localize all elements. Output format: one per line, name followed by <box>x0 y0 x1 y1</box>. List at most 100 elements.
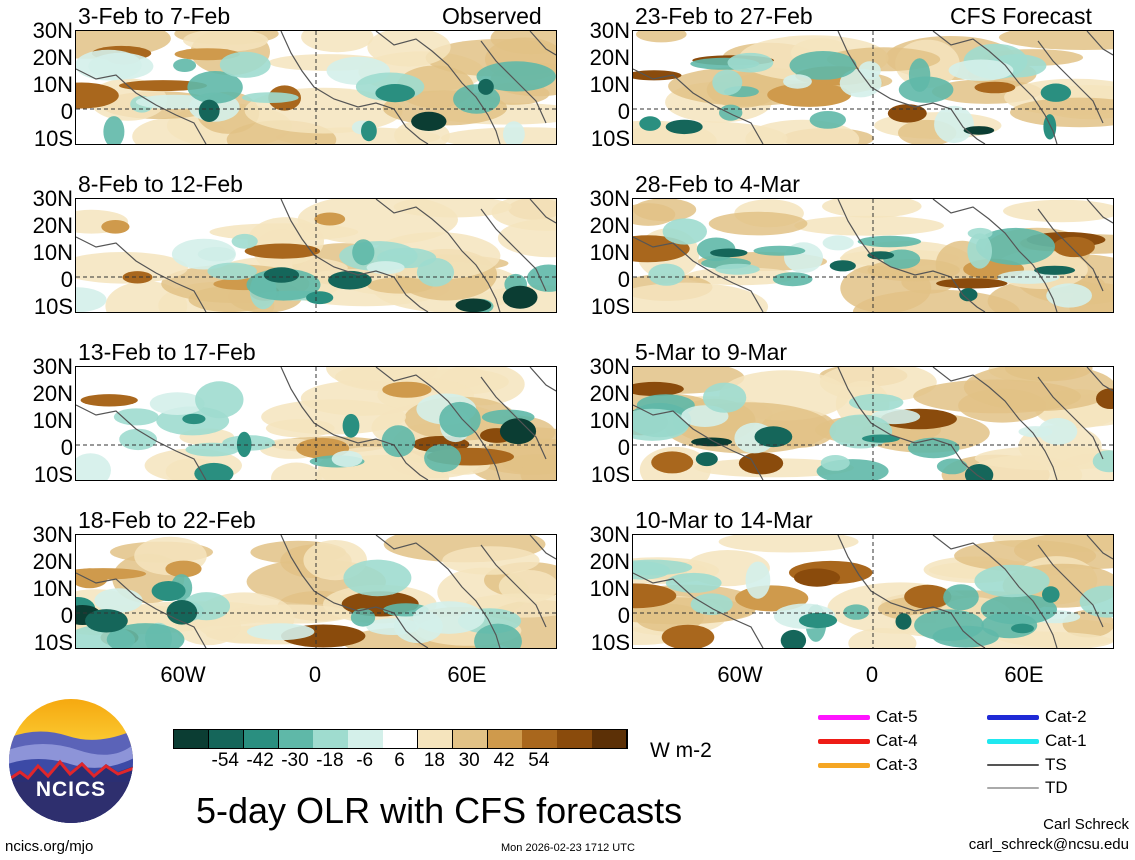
coastlines <box>76 367 556 480</box>
strong-positive-anomaly <box>122 271 153 284</box>
negative-anomaly-patch <box>974 564 1050 598</box>
strong-negative-anomaly <box>1043 114 1057 140</box>
y-tick-label: 0 <box>617 435 630 460</box>
strong-positive-anomaly <box>314 212 346 226</box>
strong-positive-anomaly <box>101 220 130 234</box>
negative-anomaly-patch <box>88 52 154 80</box>
strong-positive-anomaly <box>887 104 927 123</box>
negative-anomaly-patch <box>119 428 157 451</box>
coastlines <box>633 367 1113 480</box>
negative-anomaly-patch <box>106 623 185 648</box>
negative-anomaly-patch <box>1079 585 1113 618</box>
olr-field <box>76 31 556 144</box>
strong-negative-anomaly <box>1011 623 1034 634</box>
strong-positive-anomaly <box>936 278 1008 289</box>
negative-anomaly-patch <box>633 408 689 441</box>
y-tick-label: 30N <box>589 522 630 547</box>
colorbar-unit: W m-2 <box>650 739 712 762</box>
y-tick-label: 20N <box>32 381 73 406</box>
colorbar-tick-label: 54 <box>528 750 550 771</box>
olr-field <box>633 535 1113 648</box>
negative-anomaly-patch <box>149 392 205 415</box>
strong-negative-anomaly <box>895 613 912 630</box>
strong-negative-anomaly <box>151 581 186 601</box>
strong-negative-anomaly <box>328 270 372 290</box>
y-tick-label: 0 <box>60 435 73 460</box>
coastlines <box>633 31 1113 144</box>
y-tick-label: 0 <box>617 99 630 124</box>
footer-url[interactable]: ncics.org/mjo <box>5 838 94 855</box>
colorbar-tick-label: -30 <box>281 750 309 771</box>
legend-swatch <box>987 764 1039 766</box>
colorbar-tick-label: 42 <box>493 750 515 771</box>
strong-positive-anomaly <box>633 583 677 609</box>
positive-anomaly-patch <box>442 546 540 575</box>
ncics-logo: NCICS <box>8 698 134 824</box>
olr-map-panel <box>632 30 1114 145</box>
y-tick-label: 10S <box>590 630 630 655</box>
colorbar-tick-label: -42 <box>246 750 274 771</box>
y-tick-label: 0 <box>60 99 73 124</box>
colorbar-tick-label: 30 <box>458 750 480 771</box>
legend-label: TD <box>1045 778 1068 797</box>
colorbar-swatch <box>592 730 628 748</box>
strong-negative-anomaly <box>780 629 807 648</box>
panel-title: 3-Feb to 7-Feb <box>78 3 231 29</box>
colorbar-tick-label: 6 <box>394 750 405 771</box>
negative-anomaly-patch <box>932 625 999 648</box>
y-tick-label: 10S <box>590 462 630 487</box>
footer-email[interactable]: carl_schreck@ncsu.edu <box>968 836 1129 853</box>
negative-anomaly-patch <box>745 561 771 599</box>
olr-map-panel <box>75 366 557 481</box>
y-tick-label: 10N <box>32 72 73 97</box>
negative-anomaly-patch <box>943 584 979 611</box>
strong-positive-anomaly <box>738 452 784 475</box>
negative-anomaly-patch <box>381 425 416 458</box>
footer-author: Carl Schreck <box>1043 816 1129 833</box>
strong-negative-anomaly <box>85 609 128 633</box>
coastlines <box>76 199 556 312</box>
strong-negative-anomaly <box>411 111 447 131</box>
strong-negative-anomaly <box>502 285 538 309</box>
strong-negative-anomaly <box>798 612 838 629</box>
panel-title: 18-Feb to 22-Feb <box>78 507 256 533</box>
panel-title: 5-Mar to 9-Mar <box>635 339 788 365</box>
y-tick-label: 10N <box>589 240 630 265</box>
y-tick-label: 30N <box>32 18 73 43</box>
positive-anomaly-patch <box>224 604 355 624</box>
strong-positive-anomaly <box>1096 388 1113 409</box>
coastlines <box>633 199 1113 312</box>
strong-negative-anomaly <box>963 126 995 135</box>
strong-positive-anomaly <box>767 82 852 107</box>
negative-anomaly-patch <box>753 245 806 256</box>
negative-anomaly-patch <box>857 235 922 248</box>
negative-anomaly-patch <box>727 52 774 73</box>
olr-field <box>633 199 1113 312</box>
y-tick-label: 10S <box>590 294 630 319</box>
colorbar-swatch <box>522 730 558 748</box>
y-tick-label: 0 <box>617 267 630 292</box>
positive-anomaly-patch <box>76 252 188 284</box>
positive-anomaly-patch <box>183 31 269 52</box>
negative-anomaly-patch <box>843 604 870 620</box>
negative-anomaly-patch <box>822 235 854 251</box>
colorbar-swatch <box>487 730 523 748</box>
negative-anomaly-patch <box>476 61 556 92</box>
strong-positive-anomaly <box>76 82 119 109</box>
strong-positive-anomaly <box>633 70 682 81</box>
y-tick-label: 10S <box>33 294 73 319</box>
y-tick-label: 30N <box>589 354 630 379</box>
olr-map-panel <box>632 534 1114 649</box>
negative-anomaly-patch <box>690 593 733 615</box>
negative-anomaly-patch <box>633 559 693 576</box>
panel-title: 23-Feb to 27-Feb <box>635 3 813 29</box>
strong-positive-anomaly <box>244 243 321 259</box>
negative-anomaly-patch <box>948 59 1014 81</box>
negative-anomaly-patch <box>94 588 143 613</box>
negative-anomaly-patch <box>76 287 107 312</box>
negative-anomaly-patch <box>858 61 881 80</box>
strong-negative-anomaly <box>1040 83 1072 102</box>
negative-anomaly-patch <box>103 116 125 144</box>
colorbar-tick-label: 18 <box>423 750 445 771</box>
y-tick-label: 20N <box>32 213 73 238</box>
